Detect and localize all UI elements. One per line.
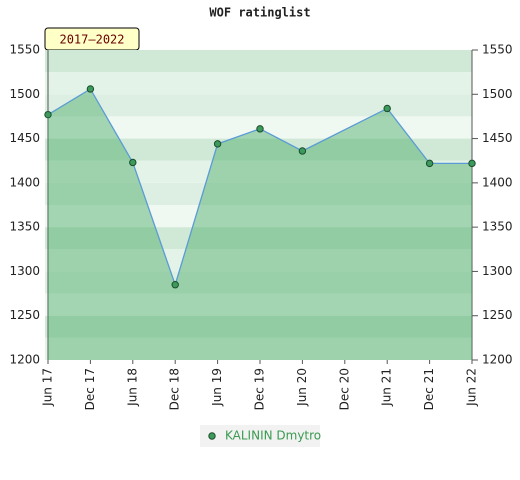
annotation: 2017–2022 xyxy=(59,33,124,47)
plot-background xyxy=(45,50,472,360)
band xyxy=(45,227,472,250)
point xyxy=(44,110,52,119)
y-tick-label-right: 1250 xyxy=(482,308,513,322)
y-tick-label-right: 1200 xyxy=(482,353,513,367)
x-tick-label: Dec 20 xyxy=(337,368,351,410)
legend-marker xyxy=(208,432,216,440)
chart-title: WOF ratinglist xyxy=(209,6,310,20)
x-tick-label: Jun 19 xyxy=(210,368,224,407)
band xyxy=(45,337,472,360)
point xyxy=(213,140,222,148)
point xyxy=(129,158,137,167)
band xyxy=(45,249,472,272)
band xyxy=(45,138,472,161)
x-tick-label: Jun 22 xyxy=(465,368,479,407)
band xyxy=(45,271,472,294)
band xyxy=(45,182,472,205)
y-tick-label: 1450 xyxy=(9,131,40,145)
point xyxy=(298,147,307,155)
legend xyxy=(200,425,320,447)
point xyxy=(383,104,391,113)
point xyxy=(171,281,179,289)
band xyxy=(45,72,472,95)
area xyxy=(48,88,472,360)
band xyxy=(45,293,472,316)
y-tick-label-right: 1400 xyxy=(482,175,513,189)
x-tick-label: Jun 18 xyxy=(125,368,139,407)
x-tick-label: Jun 20 xyxy=(295,368,309,407)
band xyxy=(45,205,472,228)
band xyxy=(45,315,472,338)
y-tick-label-right: 1350 xyxy=(482,220,513,234)
y-tick-label-right: 1550 xyxy=(482,43,513,57)
x-tick-label: Dec 21 xyxy=(422,368,436,410)
y-tick-label-right: 1450 xyxy=(482,131,513,145)
band xyxy=(45,50,472,73)
x-tick-label: Dec 17 xyxy=(83,368,97,410)
point xyxy=(468,159,476,168)
point xyxy=(86,85,95,93)
legend-label: KALININ Dmytro xyxy=(225,429,321,443)
line xyxy=(47,88,472,287)
y-tick-label: 1550 xyxy=(9,43,40,57)
y-tick-label: 1250 xyxy=(9,308,40,322)
x-tick-label: Dec 19 xyxy=(253,368,267,410)
point xyxy=(425,159,434,168)
x-tick-label: Jun 17 xyxy=(41,368,55,407)
y-tick-label: 1200 xyxy=(9,353,40,367)
point xyxy=(256,125,264,133)
band xyxy=(45,94,472,117)
band xyxy=(45,160,472,183)
y-tick-label: 1400 xyxy=(9,175,40,189)
y-tick-label: 1500 xyxy=(9,87,40,101)
y-tick-label-right: 1300 xyxy=(482,264,513,278)
x-tick-label: Jun 21 xyxy=(380,368,394,407)
y-tick-label: 1350 xyxy=(9,220,40,234)
x-tick-label: Dec 18 xyxy=(168,368,182,410)
y-tick-label: 1300 xyxy=(9,264,40,278)
y-tick-label-right: 1500 xyxy=(482,87,513,101)
